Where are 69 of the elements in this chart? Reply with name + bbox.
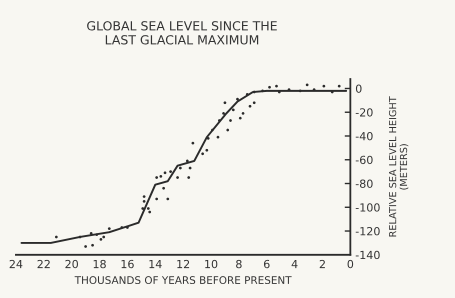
point	[54, 236, 58, 238]
point	[229, 119, 232, 122]
point	[338, 84, 341, 88]
line-series	[20, 90, 348, 244]
y-tick-label: -60	[356, 156, 373, 164]
point	[142, 195, 146, 198]
point	[164, 171, 166, 174]
point	[224, 101, 226, 104]
x-tick-label: 4	[292, 260, 298, 268]
y-tick-label: -80	[356, 179, 373, 188]
point	[148, 210, 152, 214]
x-tick-label: 24	[10, 260, 22, 268]
point	[142, 200, 146, 203]
point	[166, 198, 170, 200]
point	[192, 142, 194, 145]
x-tick-label: 20	[65, 260, 78, 268]
point	[169, 170, 172, 174]
point	[146, 207, 150, 210]
y-tick-label: -40	[356, 132, 373, 140]
point	[275, 84, 278, 88]
point	[306, 84, 309, 86]
point	[268, 86, 271, 89]
point	[188, 166, 192, 170]
point	[201, 152, 204, 156]
x-tick-label: 8	[236, 260, 242, 268]
point	[238, 116, 242, 120]
x-tick-label: 6	[264, 260, 270, 268]
point	[155, 176, 158, 179]
x-tick-label: 0	[348, 260, 354, 268]
x-axis-title: THOUSANDS OF YEARS BEFORE PRESENT	[74, 276, 292, 284]
point	[91, 244, 94, 247]
point	[155, 198, 158, 200]
point	[252, 101, 256, 104]
point	[186, 160, 189, 162]
y-tick-label: -20	[356, 108, 373, 117]
point	[100, 238, 102, 241]
y-tick-label: 0	[356, 84, 362, 93]
point	[159, 174, 162, 178]
point	[102, 236, 106, 238]
x-tick-label: 12	[177, 260, 190, 268]
point	[322, 84, 326, 88]
x-tick-label: 22	[38, 260, 50, 268]
point	[187, 176, 190, 179]
point	[162, 186, 166, 190]
point	[236, 98, 239, 101]
x-tick-label: 18	[94, 260, 106, 268]
point	[242, 112, 244, 115]
point	[205, 148, 208, 152]
point	[216, 136, 220, 139]
x-tick-label: 16	[122, 260, 134, 268]
point	[176, 176, 179, 179]
point	[206, 136, 210, 140]
x-tick-label: 10	[205, 260, 218, 268]
y-axis-title: RELATIVE SEA LEVEL HEIGHT (METERS)	[388, 96, 408, 236]
point	[178, 166, 182, 170]
point	[108, 227, 111, 230]
point	[90, 232, 93, 235]
point	[84, 245, 87, 248]
y-tick-label: -140	[356, 250, 380, 260]
point	[141, 207, 144, 210]
chart-title: GLOBAL SEA LEVEL SINCE THE LAST GLACIAL MAXIMUM	[87, 21, 277, 45]
y-tick-label: -100	[356, 203, 380, 212]
point	[232, 108, 235, 112]
point	[248, 104, 252, 108]
point	[226, 128, 230, 132]
y-tick-label: -120	[356, 227, 380, 236]
point	[222, 112, 225, 115]
x-tick-label: 14	[149, 260, 162, 268]
x-tick-label: 2	[320, 260, 325, 268]
